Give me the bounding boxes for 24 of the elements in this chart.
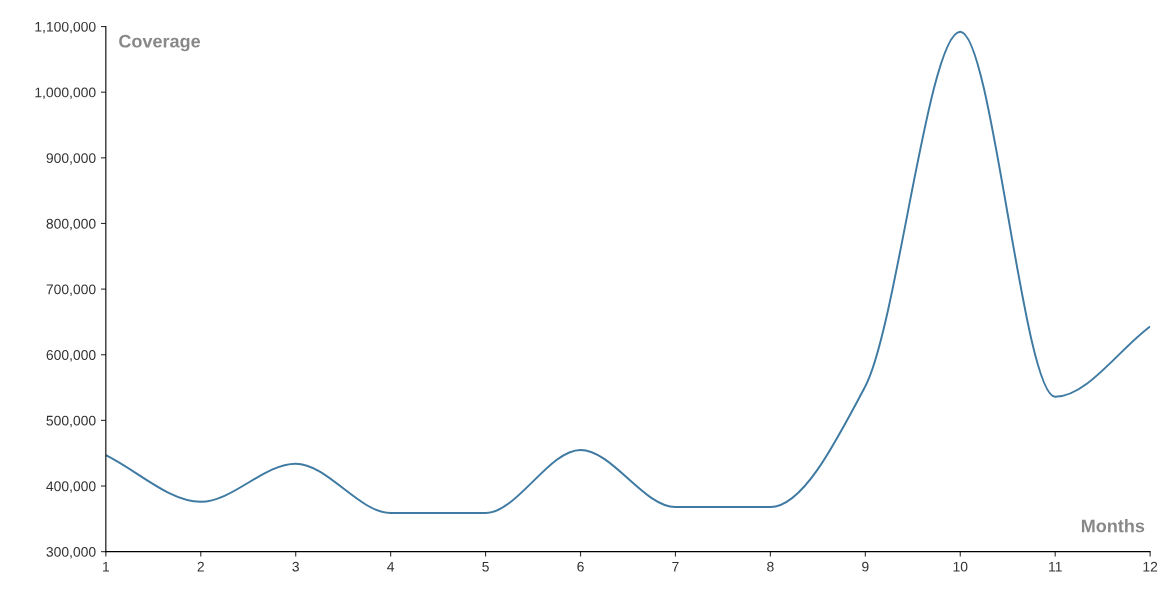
x-tick-label: 3: [292, 561, 299, 572]
x-tick-label: 8: [767, 561, 774, 572]
y-tick-label: 400,000: [46, 481, 96, 493]
y-tick-label: 1,100,000: [35, 21, 96, 34]
x-tick-label: 11: [1049, 561, 1062, 572]
y-tick-label: 500,000: [46, 415, 96, 428]
x-tick-label: 12: [1143, 561, 1158, 572]
line-series: [105, 30, 1151, 514]
y-tick-label: 700,000: [46, 284, 96, 296]
x-axis-title: Months: [1081, 519, 1145, 533]
x-tick-label: 1: [103, 561, 110, 572]
x-tick-label: 10: [953, 561, 968, 572]
y-tick-label: 900,000: [46, 153, 96, 165]
x-tick-label: 6: [577, 561, 584, 572]
x-tick-label: 5: [482, 561, 489, 572]
x-tick-label: 9: [862, 561, 869, 572]
y-tick-label: 300,000: [46, 546, 96, 559]
y-tick-label: 800,000: [46, 218, 96, 231]
x-tick-label: 2: [197, 561, 204, 572]
x-tick-label: 7: [672, 561, 679, 572]
x-tick-label: 4: [387, 561, 395, 572]
y-axis-title: Coverage: [119, 34, 201, 52]
y-tick-label: 1,000,000: [35, 87, 96, 99]
y-tick-label: 600,000: [46, 350, 96, 362]
